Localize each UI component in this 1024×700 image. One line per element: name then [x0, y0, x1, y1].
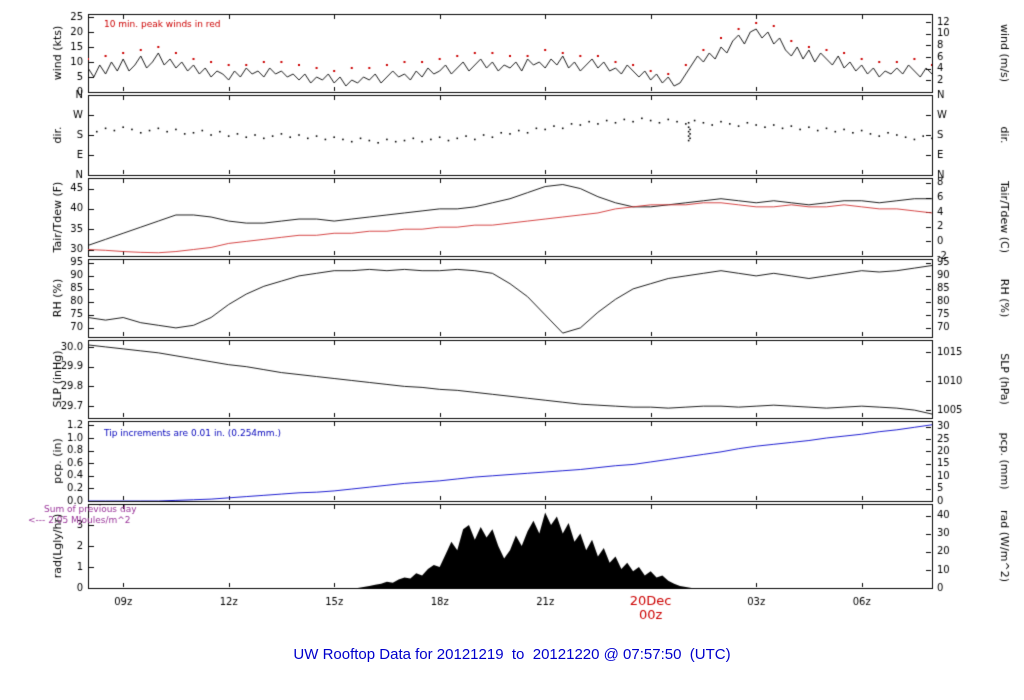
meteogram-canvas — [0, 0, 1024, 634]
chart-title: UW Rooftop Data for 20121219 to 20121220… — [293, 646, 731, 663]
